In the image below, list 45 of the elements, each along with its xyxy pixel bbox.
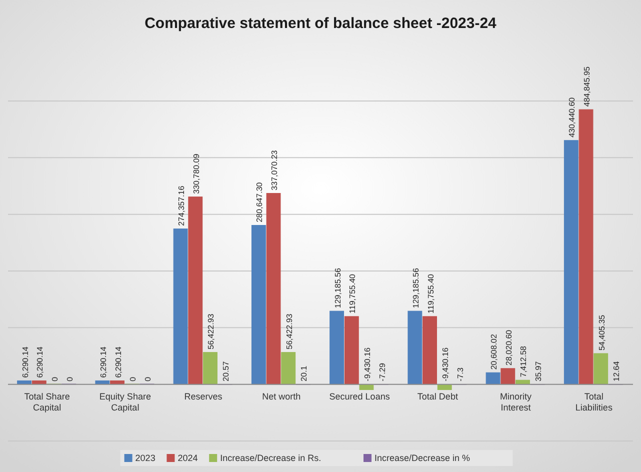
data-label: 6,290.14 — [36, 346, 45, 378]
x-tick-label: Total Liabilities — [575, 391, 613, 412]
x-tick-label: Equity Share Capital — [99, 391, 151, 412]
data-label: 484,845.95 — [582, 66, 592, 107]
data-label: 0 — [50, 376, 60, 382]
data-label: 20,608.02 — [490, 334, 499, 370]
data-label: 35.97 — [534, 360, 544, 382]
x-tick-label: Total Debt — [417, 391, 458, 402]
data-label: 28,020.60 — [504, 329, 514, 366]
data-label: 12.64 — [612, 360, 622, 382]
data-label: 20.1 — [300, 365, 309, 382]
data-label: 129,185.56 — [411, 268, 420, 308]
data-label: -9,430.16 — [362, 346, 372, 382]
data-label: 6,290.14 — [98, 346, 108, 378]
x-tick-label: Net worth — [262, 391, 301, 402]
data-label: -7.3 — [456, 366, 465, 382]
data-label: -7.29 — [378, 362, 387, 382]
legend-label: 2023 — [135, 453, 156, 463]
legend-label: Increase/Decrease in Rs. — [220, 453, 322, 463]
data-label: 119,755.40 — [426, 273, 436, 314]
data-label: 0 — [128, 376, 138, 382]
data-label: 119,755.40 — [348, 273, 358, 314]
x-tick-label: Total Share Capital — [24, 391, 70, 412]
data-label: 330,780.09 — [192, 153, 201, 194]
data-label: 280,647.30 — [255, 182, 264, 222]
data-label: 6,290.14 — [20, 346, 30, 378]
data-label: 6,290.14 — [114, 346, 123, 378]
chart-title: Comparative statement of balance sheet -2023-24 — [144, 15, 498, 32]
legend-label: 2024 — [178, 453, 198, 463]
x-tick-label: Secured Loans — [329, 391, 390, 402]
data-label: 20.57 — [222, 360, 231, 382]
data-label: 430,440.60 — [568, 96, 577, 138]
data-label: -9,430.16 — [441, 346, 450, 382]
data-label: 337,070.23 — [270, 150, 280, 190]
data-label: 0 — [143, 376, 152, 382]
data-label: 274,357.16 — [177, 185, 186, 226]
legend-label: Increase/Decrease in % — [374, 453, 470, 463]
x-tick-label: Reserves — [184, 391, 223, 402]
data-label: 7,412.58 — [519, 345, 528, 378]
data-label: 54,405.35 — [597, 314, 606, 351]
data-label: 56,422.93 — [206, 313, 216, 350]
data-label: 0 — [65, 376, 74, 382]
data-label: 56,422.93 — [284, 313, 294, 350]
x-tick-label: Minority Interest — [500, 391, 532, 412]
data-label: 129,185.56 — [333, 268, 342, 308]
